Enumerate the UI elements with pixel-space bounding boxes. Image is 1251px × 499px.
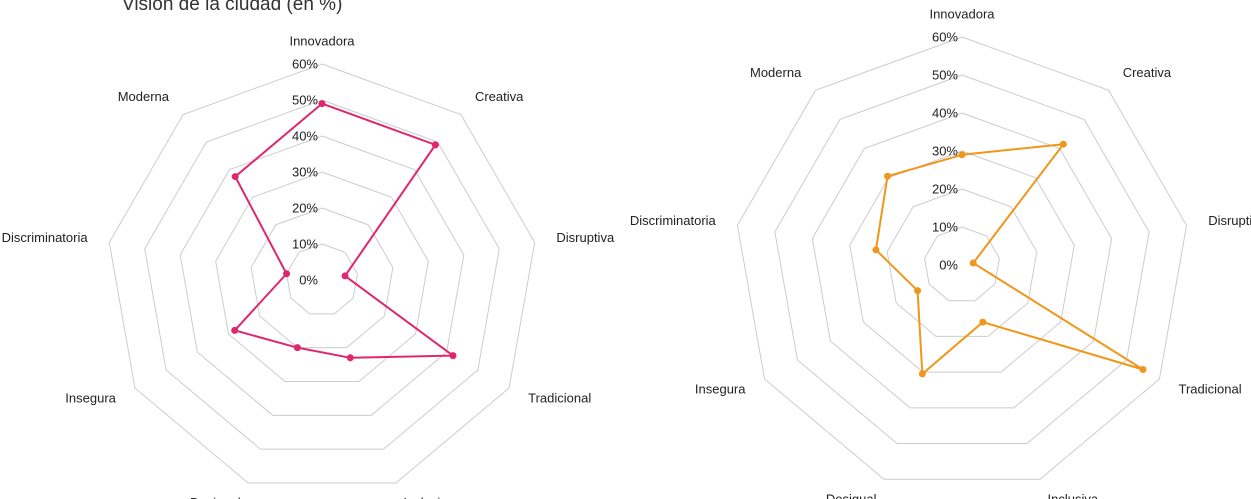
category-label: Discriminatoria xyxy=(2,230,89,245)
tick-label: 40% xyxy=(932,105,958,120)
category-label: Inclusiva xyxy=(1048,491,1099,499)
grid-ring xyxy=(144,99,500,450)
grid-ring xyxy=(179,135,465,416)
data-point xyxy=(318,100,326,108)
tick-label: 30% xyxy=(932,143,958,158)
tick-label: 0% xyxy=(299,272,318,287)
tick-label: 20% xyxy=(292,200,318,215)
data-point xyxy=(346,354,354,362)
data-point xyxy=(283,270,291,278)
data-point xyxy=(1139,366,1147,373)
data-point xyxy=(431,141,439,149)
tick-label: 20% xyxy=(932,181,958,196)
data-point xyxy=(1059,140,1067,148)
tick-label: 0% xyxy=(939,257,958,272)
data-point xyxy=(449,352,457,360)
category-label: Tradicional xyxy=(1179,381,1242,396)
data-point xyxy=(969,259,977,267)
tick-label: 40% xyxy=(292,128,318,143)
data-point xyxy=(914,287,922,295)
category-label: Desigual xyxy=(190,495,241,499)
category-label: Inclusiva xyxy=(403,495,454,499)
grid-ring xyxy=(736,36,1188,480)
category-label: Disruptiva xyxy=(1208,213,1251,228)
category-label: Tradicional xyxy=(528,390,591,405)
data-point xyxy=(884,172,892,180)
category-label: Creativa xyxy=(475,89,524,104)
grid-ring xyxy=(250,207,394,349)
tick-label: 30% xyxy=(292,164,318,179)
grid-ring xyxy=(108,63,536,484)
grid-ring xyxy=(924,226,1000,302)
data-point xyxy=(341,272,349,280)
grid-ring xyxy=(774,74,1150,445)
data-point xyxy=(958,151,966,159)
category-label: Disruptiva xyxy=(556,230,615,245)
category-label: Desigual xyxy=(826,491,877,499)
category-label: Insegura xyxy=(65,390,116,405)
category-label: Innovadora xyxy=(289,33,355,48)
series-line xyxy=(874,142,1144,376)
grid-ring xyxy=(886,188,1038,337)
data-point xyxy=(918,370,926,378)
grid-ring xyxy=(215,171,429,382)
data-point xyxy=(293,344,301,352)
category-label: Moderna xyxy=(118,89,170,104)
tick-label: 10% xyxy=(932,219,958,234)
category-label: Innovadora xyxy=(929,6,995,21)
category-label: Insegura xyxy=(695,381,746,396)
chart-title: Visión de la ciudad (en %) xyxy=(122,0,342,15)
series-line xyxy=(232,102,456,359)
data-point xyxy=(231,326,239,334)
tick-label: 50% xyxy=(292,92,318,107)
tick-label: 60% xyxy=(292,56,318,71)
tick-label: 10% xyxy=(292,236,318,251)
grid-ring xyxy=(849,150,1075,373)
tick-label: 60% xyxy=(932,29,958,44)
data-point xyxy=(872,246,880,254)
tick-label: 50% xyxy=(932,67,958,82)
category-label: Moderna xyxy=(750,65,802,80)
data-point xyxy=(979,318,987,326)
data-point xyxy=(231,173,239,181)
grid-ring xyxy=(811,112,1113,409)
category-label: Creativa xyxy=(1123,65,1172,80)
category-label: Discriminatoria xyxy=(630,213,717,228)
grid-ring xyxy=(286,243,358,315)
